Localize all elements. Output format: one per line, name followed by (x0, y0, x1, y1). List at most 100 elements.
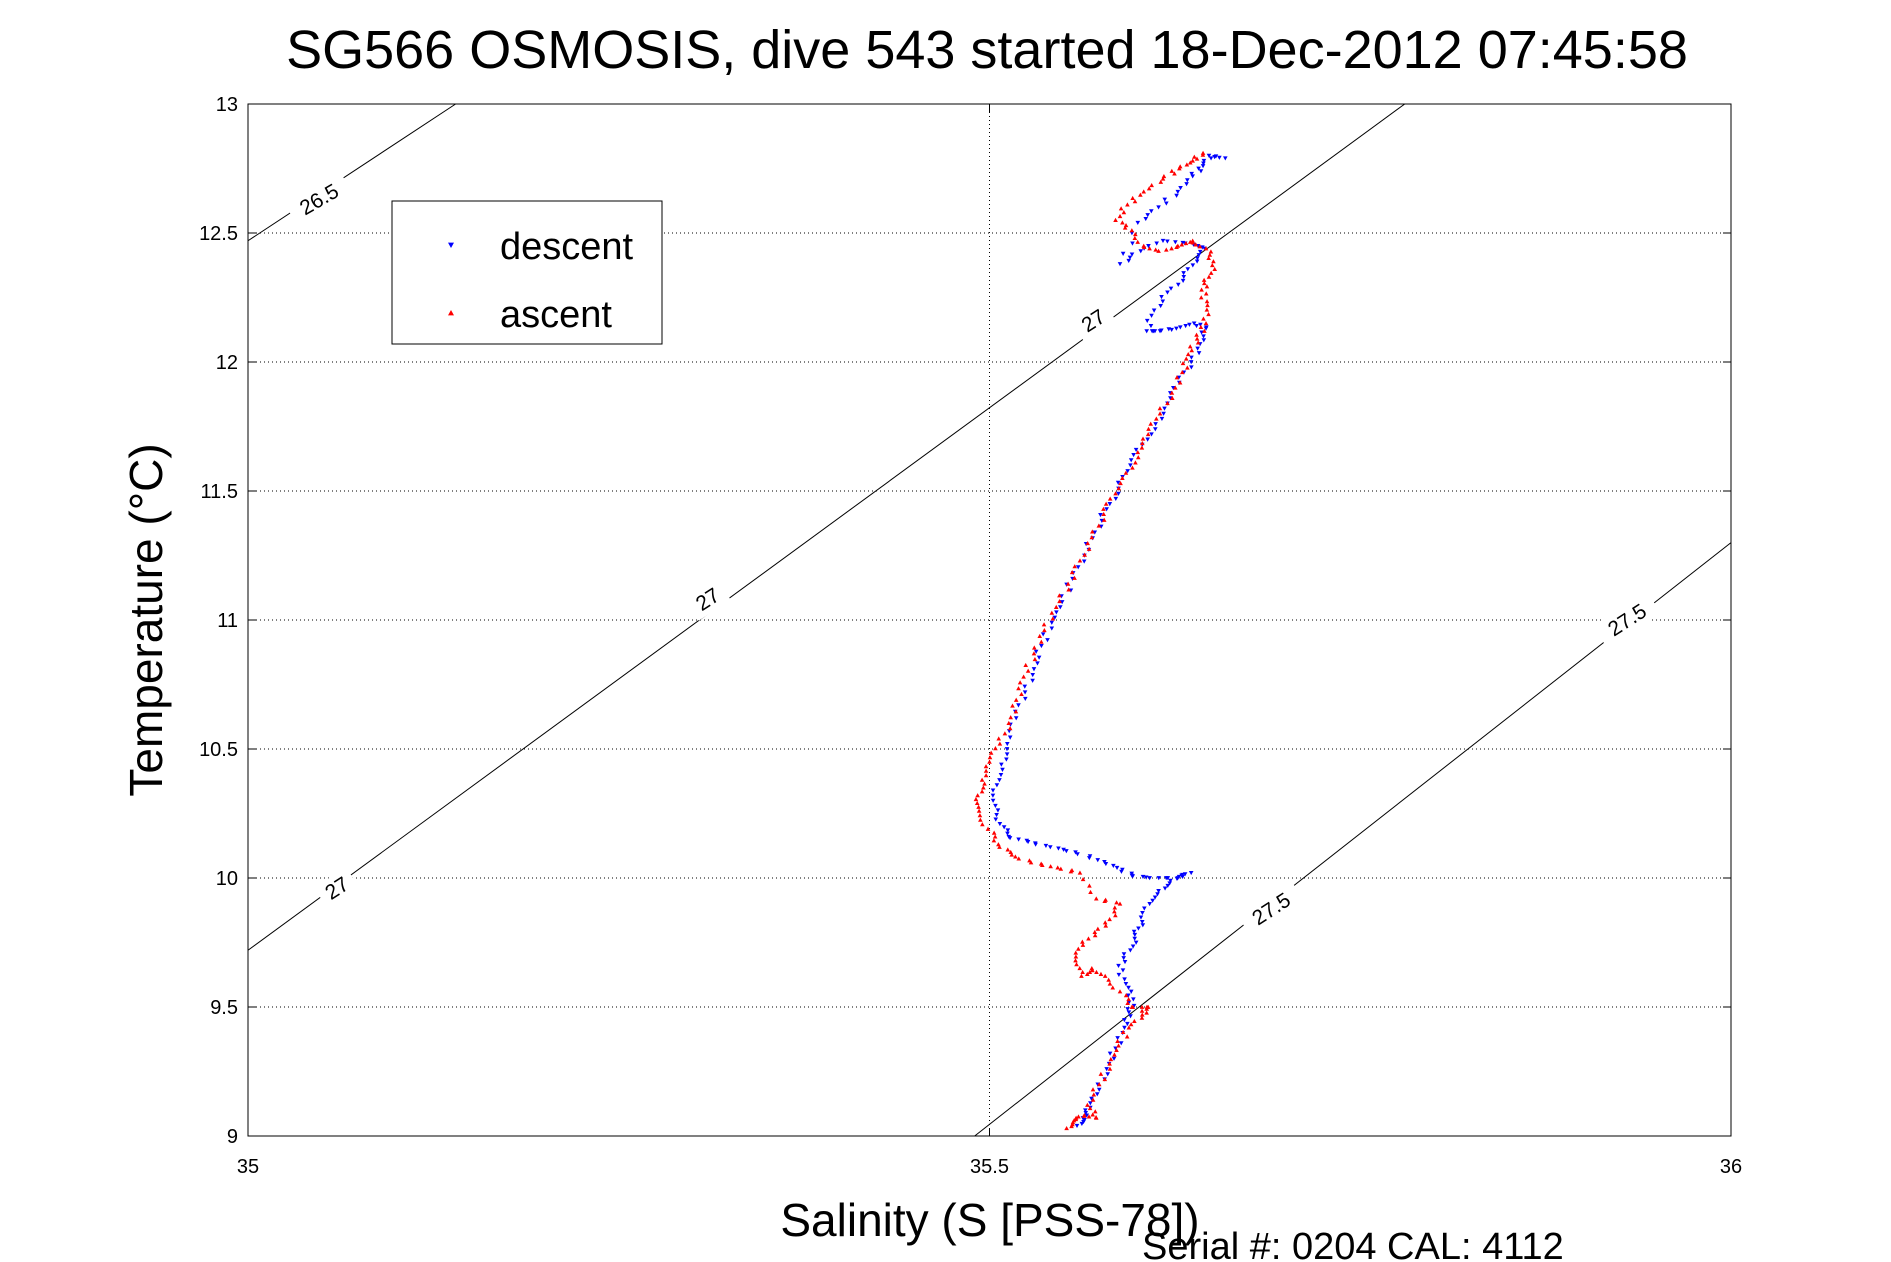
ascent-point (1194, 336, 1200, 341)
ascent-point (1135, 239, 1141, 244)
ascent-point (1121, 210, 1127, 215)
legend-label-descent: descent (500, 226, 634, 268)
descent-point (990, 793, 996, 798)
descent-point (1217, 155, 1222, 160)
descent-point (1045, 638, 1050, 643)
descent-point (1171, 385, 1176, 391)
ascent-point (1125, 202, 1130, 207)
ascent-point (1198, 324, 1204, 330)
descent-point (1039, 643, 1044, 649)
contour-label-gap (1237, 880, 1306, 938)
descent-point (1165, 883, 1171, 889)
ascent-point (1132, 235, 1138, 240)
descent-point (1169, 327, 1174, 333)
descent-point (1147, 901, 1152, 907)
descent-point (1087, 854, 1093, 859)
ascent-point (1124, 1034, 1130, 1039)
ascent-point (1118, 480, 1123, 486)
ascent-point (1098, 971, 1104, 976)
descent-point (1092, 530, 1098, 535)
descent-point (1123, 981, 1129, 987)
ascent-point (1086, 546, 1092, 551)
descent-point (1189, 171, 1195, 176)
ascent-point (1169, 168, 1175, 173)
descent-point (1157, 329, 1163, 334)
ascent-point (1120, 220, 1125, 225)
descent-point (1135, 220, 1141, 225)
ascent-point (1092, 1109, 1098, 1114)
descent-point (1174, 326, 1179, 331)
ascent-point (991, 830, 997, 835)
ascent-point (1205, 302, 1210, 308)
descent-point (990, 788, 996, 793)
ascent-point (1185, 351, 1191, 357)
ascent-point (1038, 861, 1044, 866)
ascent-point (976, 804, 981, 809)
ascent-point (1141, 189, 1147, 194)
y-tick-label: 9.5 (210, 997, 238, 1019)
ascent-point (1023, 662, 1029, 667)
descent-point (1121, 956, 1126, 961)
descent-point (1083, 1108, 1088, 1113)
ascent-point (1089, 966, 1095, 971)
ascent-point (1108, 1056, 1114, 1062)
ascent-point (997, 741, 1003, 746)
ascent-point (1130, 195, 1135, 201)
ascent-point (1183, 356, 1189, 361)
ascent-point (1069, 867, 1075, 873)
ascent-point (1095, 926, 1101, 931)
ascent-point (1187, 160, 1193, 165)
ascent-point (1211, 259, 1216, 264)
ascent-point (1157, 411, 1163, 416)
ascent-point (1081, 1113, 1087, 1118)
ascent-point (1032, 645, 1037, 650)
ascent-point (981, 785, 986, 790)
descent-point (1033, 649, 1039, 654)
ascent-point (1057, 598, 1062, 604)
ascent-point (1203, 246, 1209, 251)
ascent-point (1025, 668, 1031, 673)
descent-point (1031, 667, 1037, 672)
descent-point (1117, 262, 1123, 267)
ascent-point (1201, 277, 1207, 282)
descent-point (1185, 267, 1191, 272)
ascent-point (1085, 1102, 1090, 1107)
descent-point (1032, 841, 1038, 846)
descent-point (1125, 1021, 1130, 1027)
descent-point (1145, 213, 1150, 218)
descent-point (1098, 524, 1104, 529)
descent-point (1140, 874, 1146, 880)
ascent-point (1202, 281, 1207, 286)
ascent-point (1087, 883, 1092, 888)
descent-point (1043, 843, 1049, 849)
ascent-point (1013, 697, 1019, 702)
descent-point (1206, 153, 1212, 158)
descent-point (1156, 889, 1161, 894)
descent-point (1142, 906, 1147, 911)
ascent-point (991, 838, 997, 843)
ascent-point (1145, 431, 1151, 437)
ascent-point (1107, 916, 1112, 922)
descent-point (1116, 963, 1121, 969)
ascent-point (997, 844, 1002, 849)
ascent-point (1076, 1114, 1081, 1119)
descent-point (1178, 325, 1183, 330)
ascent-point (1184, 162, 1190, 167)
descent-point (1111, 1056, 1117, 1061)
descent-point (1129, 871, 1135, 876)
descent-point (1161, 411, 1166, 416)
ascent-point (979, 789, 985, 794)
descent-point (1147, 876, 1152, 881)
ascent-point (1017, 680, 1023, 685)
ascent-point (1112, 905, 1118, 910)
descent-point (1159, 295, 1164, 300)
ascent-point (1065, 581, 1071, 586)
ascent-point (1007, 726, 1013, 731)
ascent-point (1090, 529, 1095, 534)
descent-point (1181, 271, 1186, 276)
descent-point (1138, 915, 1144, 920)
ascent-point (1103, 923, 1109, 928)
descent-point (1073, 850, 1078, 855)
descent-point (1104, 1067, 1109, 1072)
ascent-point (1116, 1043, 1121, 1048)
